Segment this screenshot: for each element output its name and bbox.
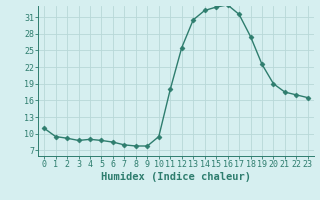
X-axis label: Humidex (Indice chaleur): Humidex (Indice chaleur): [101, 172, 251, 182]
